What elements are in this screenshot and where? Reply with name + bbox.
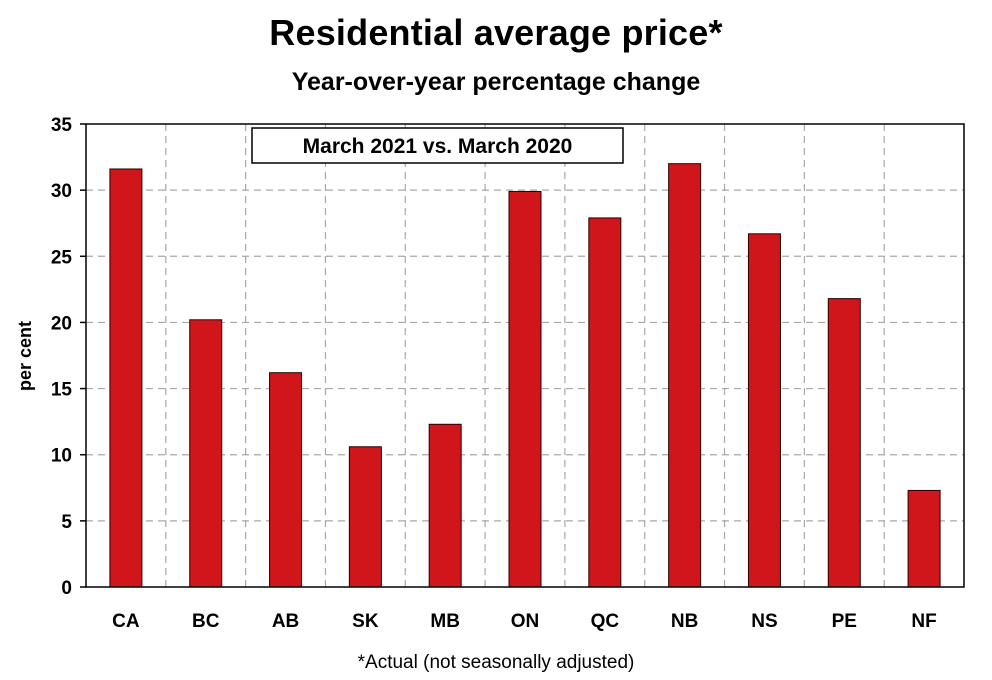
x-tick-label: ON bbox=[511, 611, 540, 632]
x-tick-label: MB bbox=[430, 611, 460, 632]
bar-pe bbox=[827, 298, 861, 588]
y-tick-label: 15 bbox=[51, 380, 73, 401]
footnote: *Actual (not seasonally adjusted) bbox=[357, 652, 635, 673]
y-tick-label: 5 bbox=[61, 512, 72, 533]
bar-bc bbox=[189, 319, 223, 588]
bar-on bbox=[508, 190, 542, 588]
bar-ns bbox=[747, 233, 781, 588]
y-tick-label: 35 bbox=[51, 115, 73, 136]
y-tick-label: 0 bbox=[61, 578, 72, 599]
x-tick-label: SK bbox=[352, 611, 379, 632]
x-tick-label: NS bbox=[751, 611, 777, 632]
bar-ab bbox=[269, 372, 303, 588]
bar-nf bbox=[907, 489, 941, 588]
bar-nb bbox=[668, 163, 702, 588]
bar-mb bbox=[428, 423, 462, 588]
x-tick-label: BC bbox=[192, 611, 220, 632]
annotation-box bbox=[251, 127, 624, 164]
plot-frame bbox=[85, 123, 965, 588]
y-tick-label: 30 bbox=[51, 181, 72, 202]
x-tick-label: NB bbox=[671, 611, 698, 632]
x-tick-label: AB bbox=[272, 611, 299, 632]
x-tick-label: QC bbox=[591, 611, 620, 632]
x-tick-label: NF bbox=[911, 611, 936, 632]
x-tick-label: CA bbox=[112, 611, 140, 632]
x-tick-label: PE bbox=[832, 611, 857, 632]
chart-title: Residential average price* bbox=[269, 12, 723, 53]
chart-subtitle: Year-over-year percentage change bbox=[291, 68, 701, 96]
annotation-label: March 2021 vs. March 2020 bbox=[303, 135, 573, 158]
y-axis-title: per cent bbox=[15, 321, 35, 391]
y-tick-label: 10 bbox=[51, 446, 72, 467]
y-tick-label: 20 bbox=[51, 313, 72, 334]
y-tick-label: 25 bbox=[51, 247, 73, 268]
bar-sk bbox=[348, 446, 382, 588]
bar-ca bbox=[109, 168, 143, 588]
bar-qc bbox=[588, 217, 622, 588]
